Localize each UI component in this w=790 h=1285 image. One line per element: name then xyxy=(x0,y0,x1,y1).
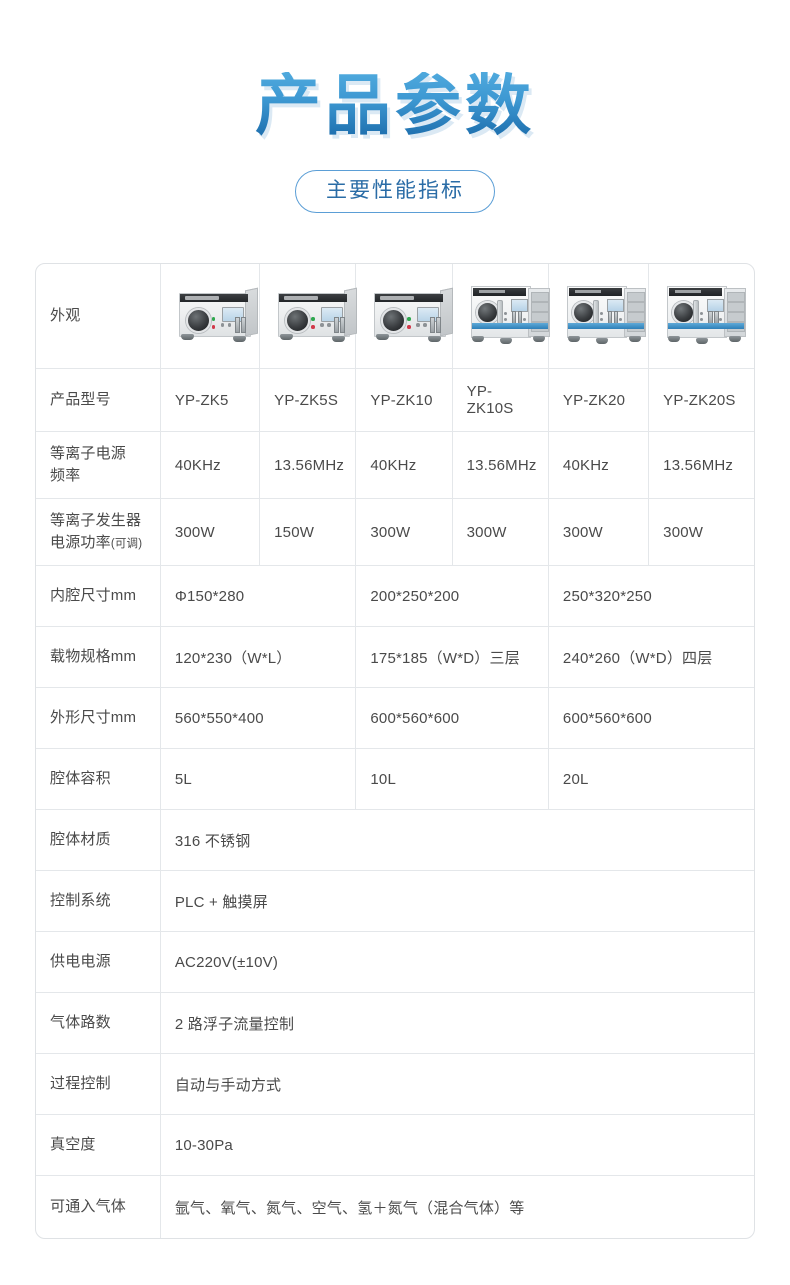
appearance-cell-4 xyxy=(452,264,550,369)
machine-large-icon xyxy=(663,284,749,346)
inner-size-cell-3: 250*320*250 xyxy=(548,565,754,627)
model-cell-1: YP-ZK5 xyxy=(160,368,261,432)
frequency-cell-1: 40KHz xyxy=(160,431,261,499)
machine-small-icon xyxy=(274,287,358,345)
model-cell-3: YP-ZK10 xyxy=(355,368,453,432)
row-label-power-supply: 供电电源 xyxy=(36,931,161,993)
power-cell-3: 300W xyxy=(355,498,453,566)
row-label-gases: 可通入气体 xyxy=(36,1175,161,1238)
table-row-chamber-material: 腔体材质 316 不锈钢 xyxy=(36,809,754,871)
model-cell-5: YP-ZK20 xyxy=(548,368,650,432)
appearance-cell-5 xyxy=(548,264,650,369)
row-label-control-system: 控制系统 xyxy=(36,870,161,932)
frequency-label-line2: 频率 xyxy=(50,467,81,484)
chamber-volume-cell-1: 5L xyxy=(160,748,357,810)
page-header: 产品参数 主要性能指标 xyxy=(0,0,790,213)
row-label-tray-size: 载物规格mm xyxy=(36,626,161,688)
appearance-cell-2 xyxy=(259,264,358,369)
machine-small-icon xyxy=(175,287,259,345)
power-cell-1: 300W xyxy=(160,498,261,566)
tray-size-cell-3: 240*260（W*D）四层 xyxy=(548,626,754,688)
table-row-inner-size: 内腔尺寸mm Φ150*280 200*250*200 250*320*250 xyxy=(36,565,754,627)
power-label-line2: 电源功率 xyxy=(50,534,111,551)
table-row-frequency: 等离子电源 频率 40KHz 13.56MHz 40KHz 13.56MHz 4… xyxy=(36,431,754,499)
power-supply-value: AC220V(±10V) xyxy=(160,931,754,993)
gases-value: 氩气、氧气、氮气、空气、氢＋氮气（混合气体）等 xyxy=(174,1199,525,1217)
outer-size-cell-2: 600*560*600 xyxy=(355,687,549,749)
row-label-inner-size: 内腔尺寸mm xyxy=(36,565,161,627)
tray-size-cell-2: 175*185（W*D）三层 xyxy=(355,626,549,688)
subtitle-pill: 主要性能指标 xyxy=(295,170,495,213)
frequency-cell-2: 13.56MHz xyxy=(259,431,357,499)
power-label-line1: 等离子发生器 xyxy=(50,512,142,530)
spec-table-container: 外观 xyxy=(35,263,755,1239)
row-label-model: 产品型号 xyxy=(36,368,161,432)
row-label-process-control: 过程控制 xyxy=(36,1053,161,1115)
frequency-label-line1: 等离子电源 xyxy=(50,445,127,463)
table-row-chamber-volume: 腔体容积 5L 10L 20L xyxy=(36,748,754,810)
power-cell-6: 300W xyxy=(648,498,754,566)
chamber-volume-cell-2: 10L xyxy=(355,748,549,810)
frequency-cell-4: 13.56MHz xyxy=(452,431,549,499)
tray-size-cell-1: 120*230（W*L） xyxy=(160,626,357,688)
frequency-cell-5: 40KHz xyxy=(548,431,650,499)
vacuum-value: 10-30Pa xyxy=(160,1114,754,1176)
model-cell-6: YP-ZK20S xyxy=(648,368,754,432)
appearance-cell-3 xyxy=(355,264,454,369)
machine-large-icon xyxy=(563,284,649,346)
table-row-appearance: 外观 xyxy=(36,264,754,369)
power-cell-2: 150W xyxy=(259,498,357,566)
outer-size-cell-3: 600*560*600 xyxy=(548,687,754,749)
chamber-volume-cell-3: 20L xyxy=(548,748,754,810)
row-label-frequency: 等离子电源 频率 xyxy=(36,431,161,499)
frequency-cell-6: 13.56MHz xyxy=(648,431,754,499)
table-row-gases: 可通入气体 氩气、氧气、氮气、空气、氢＋氮气（混合气体）等 xyxy=(36,1175,754,1238)
inner-size-cell-2: 200*250*200 xyxy=(355,565,549,627)
table-row-vacuum: 真空度 10-30Pa xyxy=(36,1114,754,1176)
table-row-power: 等离子发生器 电源功率(可调) 300W 150W 300W 300W 300W… xyxy=(36,498,754,566)
chamber-material-value: 316 不锈钢 xyxy=(160,809,754,871)
table-row-outer-size: 外形尺寸mm 560*550*400 600*560*600 600*560*6… xyxy=(36,687,754,749)
appearance-cell-6 xyxy=(648,264,754,369)
table-row-power-supply: 供电电源 AC220V(±10V) xyxy=(36,931,754,993)
row-label-chamber-volume: 腔体容积 xyxy=(36,748,161,810)
table-row-model: 产品型号 YP-ZK5 YP-ZK5S YP-ZK10 YP-ZK10S YP-… xyxy=(36,368,754,432)
power-cell-5: 300W xyxy=(548,498,650,566)
appearance-cell-1 xyxy=(160,264,261,369)
machine-large-icon xyxy=(467,284,553,346)
table-row-tray-size: 载物规格mm 120*230（W*L） 175*185（W*D）三层 240*2… xyxy=(36,626,754,688)
row-label-outer-size: 外形尺寸mm xyxy=(36,687,161,749)
row-label-vacuum: 真空度 xyxy=(36,1114,161,1176)
page-title: 产品参数 xyxy=(255,68,535,142)
table-row-process-control: 过程控制 自动与手动方式 xyxy=(36,1053,754,1115)
model-cell-4: YP-ZK10S xyxy=(452,368,549,432)
model-cell-2: YP-ZK5S xyxy=(259,368,357,432)
table-row-gas-lines: 气体路数 2 路浮子流量控制 xyxy=(36,992,754,1054)
process-control-value: 自动与手动方式 xyxy=(160,1053,754,1115)
outer-size-cell-1: 560*550*400 xyxy=(160,687,357,749)
row-label-chamber-material: 腔体材质 xyxy=(36,809,161,871)
machine-small-icon xyxy=(370,287,454,345)
row-label-gas-lines: 气体路数 xyxy=(36,992,161,1054)
row-label-appearance: 外观 xyxy=(36,264,161,369)
row-label-power: 等离子发生器 电源功率(可调) xyxy=(36,498,161,566)
table-row-control-system: 控制系统 PLC + 触摸屏 xyxy=(36,870,754,932)
inner-size-cell-1: Φ150*280 xyxy=(160,565,357,627)
subtitle-container: 主要性能指标 xyxy=(0,170,790,213)
control-system-value: PLC + 触摸屏 xyxy=(160,870,754,932)
power-cell-4: 300W xyxy=(452,498,549,566)
frequency-cell-3: 40KHz xyxy=(355,431,453,499)
gas-lines-value: 2 路浮子流量控制 xyxy=(160,992,754,1054)
spec-table: 外观 xyxy=(36,264,754,1238)
power-label-note: (可调) xyxy=(110,538,143,550)
